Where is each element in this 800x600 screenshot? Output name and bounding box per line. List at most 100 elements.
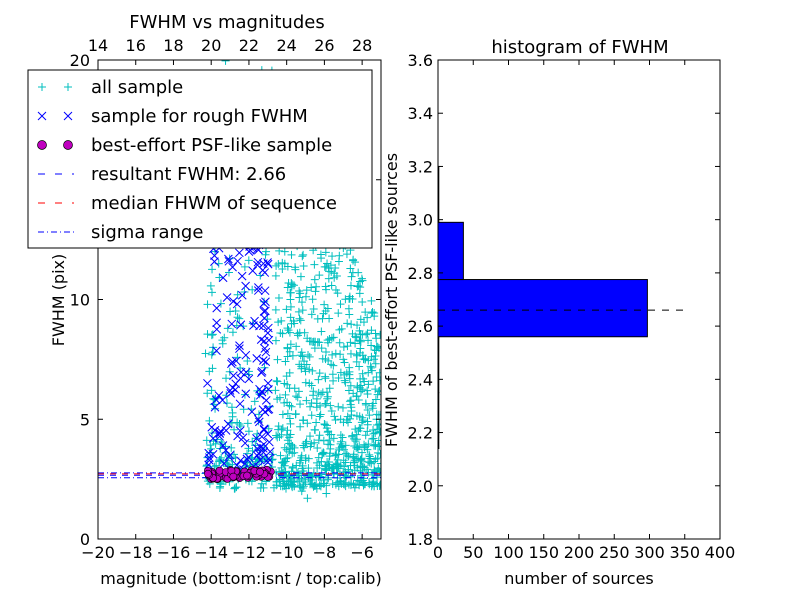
scatter-point-all-sample [290, 448, 299, 457]
scatter-point-all-sample [271, 271, 280, 280]
scatter-x-tick-label: −12 [232, 543, 266, 562]
scatter-point-all-sample [315, 271, 324, 280]
legend-entry-all-sample: all sample [91, 77, 183, 98]
scatter-point-all-sample [244, 367, 253, 376]
scatter-point-all-sample [280, 468, 289, 477]
scatter-point-all-sample [294, 307, 303, 316]
scatter-point-all-sample [223, 324, 232, 333]
histogram-x-tick-label: 250 [599, 543, 630, 562]
scatter-point-rough-sample [257, 368, 266, 378]
scatter-point-all-sample [336, 350, 345, 359]
scatter-point-all-sample [315, 369, 324, 378]
histogram-y-tick-label: 3.4 [408, 104, 433, 123]
scatter-point-rough-sample [258, 265, 268, 275]
scatter-point-all-sample [375, 368, 381, 377]
scatter-point-rough-sample [263, 258, 272, 267]
scatter-point-all-sample [283, 409, 292, 418]
scatter-y-tick-label: 0 [80, 530, 90, 549]
scatter-point-all-sample [375, 428, 381, 437]
scatter-point-all-sample [323, 304, 332, 313]
scatter-y-tick-label: 5 [80, 410, 90, 429]
scatter-point-rough-sample [241, 389, 251, 399]
scatter-point-all-sample [346, 349, 355, 358]
scatter-point-all-sample [312, 403, 321, 412]
scatter-point-all-sample [327, 333, 336, 342]
scatter-point-all-sample [376, 449, 381, 458]
scatter-point-all-sample [299, 416, 308, 425]
scatter-point-all-sample [302, 360, 311, 369]
scatter-point-all-sample [376, 330, 381, 339]
scatter-legend: all sample sample for rough FWHM best-ef… [27, 69, 373, 249]
scatter-point-rough-sample [222, 293, 232, 302]
scatter-point-all-sample [355, 362, 364, 371]
scatter-point-all-sample [277, 458, 286, 467]
scatter-point-all-sample [312, 484, 321, 493]
scatter-point-all-sample [276, 482, 285, 491]
histogram-bar [437, 279, 648, 338]
scatter-point-all-sample [351, 258, 360, 267]
scatter-point-all-sample [289, 281, 298, 290]
scatter-point-all-sample [347, 396, 356, 405]
scatter-point-rough-sample [228, 296, 238, 306]
scatter-point-all-sample [322, 481, 331, 490]
scatter-x-axis: −20 −18 −16 −14 −12 −10 −8 −6 [81, 60, 374, 562]
scatter-point-rough-sample [214, 391, 224, 400]
scatter-point-all-sample [361, 431, 370, 440]
scatter-point-all-sample [323, 475, 332, 484]
legend-marker-rough-sample [63, 111, 73, 121]
scatter-point-all-sample [370, 345, 379, 354]
scatter-point-all-sample [244, 427, 253, 436]
scatter-point-rough-sample [212, 346, 221, 356]
scatter-point-all-sample [278, 424, 287, 433]
scatter-point-rough-sample [221, 445, 231, 455]
scatter-point-all-sample [335, 251, 344, 260]
scatter-point-rough-sample [229, 371, 238, 380]
scatter-point-all-sample [295, 314, 304, 323]
scatter-point-all-sample [218, 336, 227, 345]
scatter-point-rough-sample [244, 374, 254, 384]
scatter-point-all-sample [243, 357, 252, 366]
scatter-point-all-sample [367, 309, 376, 318]
scatter-point-all-sample [307, 283, 316, 292]
scatter-point-all-sample [207, 331, 216, 340]
scatter-point-all-sample [288, 441, 297, 450]
scatter-point-all-sample [341, 378, 350, 387]
scatter-x-tick-label: −18 [119, 543, 153, 562]
scatter-y-label: FWHM (pix) [49, 254, 68, 347]
scatter-point-all-sample [368, 434, 377, 443]
scatter-point-all-sample [376, 480, 381, 489]
scatter-point-all-sample [328, 252, 337, 261]
scatter-point-all-sample [335, 443, 344, 452]
scatter-point-all-sample [324, 274, 333, 283]
scatter-point-all-sample [334, 309, 343, 318]
scatter-point-all-sample [337, 324, 346, 333]
scatter-point-all-sample [291, 410, 300, 419]
scatter-point-all-sample [367, 459, 376, 468]
scatter-point-all-sample [231, 306, 240, 315]
scatter-point-all-sample [313, 464, 322, 473]
scatter-point-all-sample [250, 397, 259, 406]
scatter-point-all-sample [309, 304, 318, 313]
scatter-point-all-sample [273, 433, 282, 442]
scatter-point-all-sample [327, 406, 336, 415]
scatter-point-all-sample [288, 480, 297, 489]
histogram-y-tick-label: 2.0 [408, 477, 433, 496]
scatter-point-all-sample [375, 376, 381, 385]
scatter-point-all-sample [322, 285, 331, 294]
scatter-point-all-sample [356, 337, 365, 346]
scatter-top-tick-label: 18 [163, 36, 183, 55]
scatter-point-all-sample [240, 287, 249, 296]
scatter-point-all-sample [235, 420, 244, 429]
histogram-x-tick-label: 100 [493, 543, 524, 562]
legend-entry-psf-sample: best-effort PSF-like sample [91, 135, 332, 156]
scatter-point-rough-sample [260, 344, 270, 353]
legend-entry-rough-sample: sample for rough FWHM [91, 106, 308, 127]
scatter-point-all-sample [205, 367, 214, 376]
scatter-point-all-sample [216, 299, 225, 308]
scatter-point-all-sample [314, 388, 323, 397]
scatter-point-all-sample [206, 281, 215, 290]
scatter-point-all-sample [365, 480, 374, 489]
scatter-point-all-sample [339, 355, 348, 364]
scatter-point-rough-sample [215, 429, 225, 438]
scatter-point-rough-sample [236, 456, 245, 465]
